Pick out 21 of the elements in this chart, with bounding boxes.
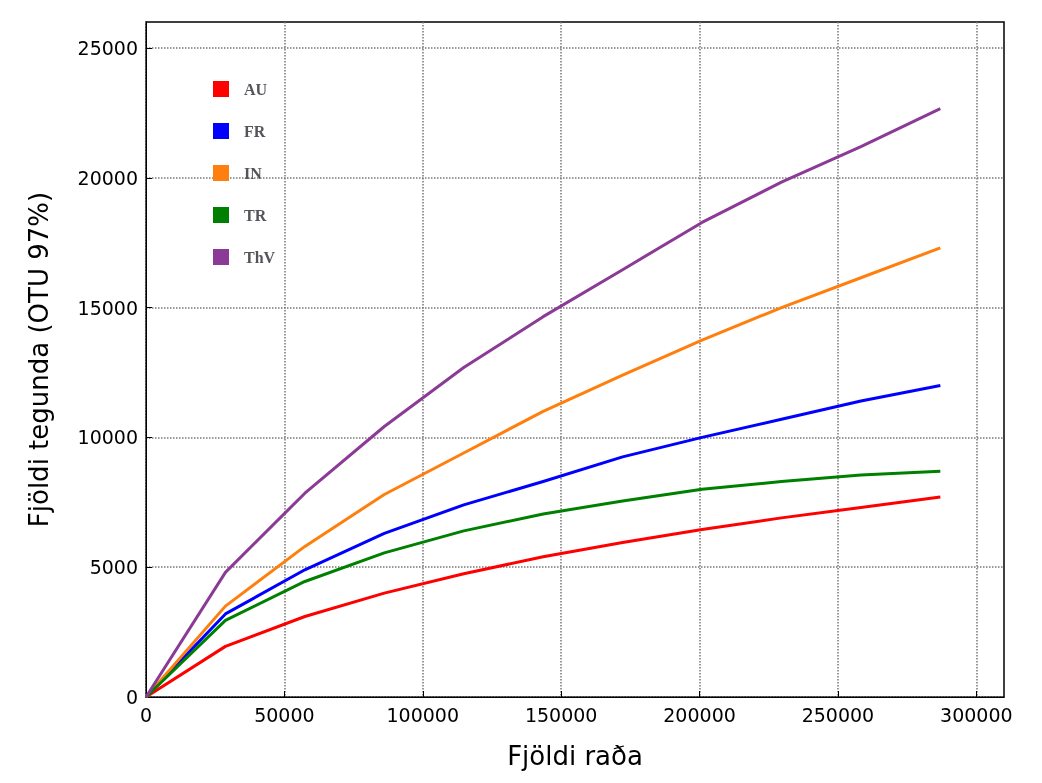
x-tick-label: 250000 — [801, 703, 875, 726]
y-axis-title: Fjöldi tegunda (OTU 97%) — [24, 191, 54, 528]
y-tick-label: 0 — [125, 686, 138, 708]
x-tick-label: 0 — [139, 703, 153, 726]
x-tick-label: 300000 — [940, 703, 1013, 726]
y-tick-label: 15000 — [77, 296, 138, 319]
y-tick-label: 5000 — [89, 556, 138, 579]
legend-label: TR — [244, 206, 267, 224]
y-tick-label: 10000 — [77, 426, 138, 449]
legend-label: AU — [244, 80, 268, 98]
line-series — [144, 107, 942, 699]
x-tick-label: 150000 — [524, 703, 598, 726]
y-tick-label: 20000 — [77, 166, 138, 189]
legend-label: IN — [244, 164, 263, 182]
legend-label: FR — [244, 122, 266, 140]
x-tick-label: 200000 — [663, 703, 736, 726]
x-axis-title: Fjöldi raða — [507, 741, 643, 771]
x-tick-label: 100000 — [386, 703, 460, 726]
x-tick-label: 50000 — [254, 703, 315, 726]
legend-label: ThV — [244, 248, 276, 266]
y-tick-label: 25000 — [77, 36, 138, 59]
